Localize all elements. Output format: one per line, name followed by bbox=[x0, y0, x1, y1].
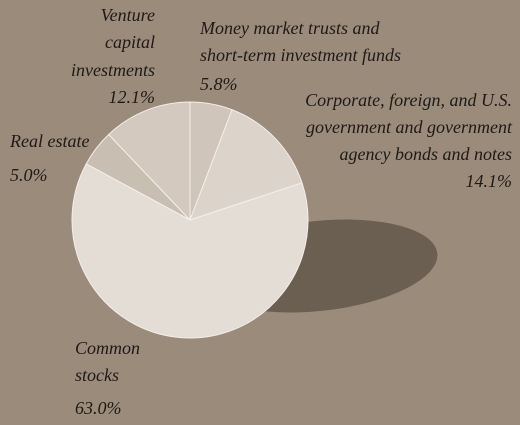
slice-label: investments bbox=[71, 60, 155, 80]
slice-label: short-term investment funds bbox=[200, 45, 401, 65]
pie-slice bbox=[71, 163, 309, 339]
value-label: 5.0% bbox=[10, 165, 48, 185]
slice-label: agency bonds and notes bbox=[340, 144, 512, 164]
slice-label: government and government bbox=[306, 117, 513, 137]
slice-label: Corporate, foreign, and U.S. bbox=[305, 90, 512, 110]
value-label: 63.0% bbox=[75, 398, 122, 418]
slice-label: capital bbox=[105, 32, 155, 52]
slice-label: Real estate bbox=[9, 131, 89, 151]
value-label: 12.1% bbox=[109, 87, 156, 107]
slice-label: Venture bbox=[101, 5, 155, 25]
slice-label: Money market trusts and bbox=[199, 18, 380, 38]
slice-label: stocks bbox=[75, 365, 119, 385]
pie-slice bbox=[107, 101, 191, 222]
pie-slice bbox=[189, 109, 303, 221]
value-label: 14.1% bbox=[466, 171, 513, 191]
slice-label: Common bbox=[75, 338, 140, 358]
value-label: 5.8% bbox=[200, 74, 238, 94]
